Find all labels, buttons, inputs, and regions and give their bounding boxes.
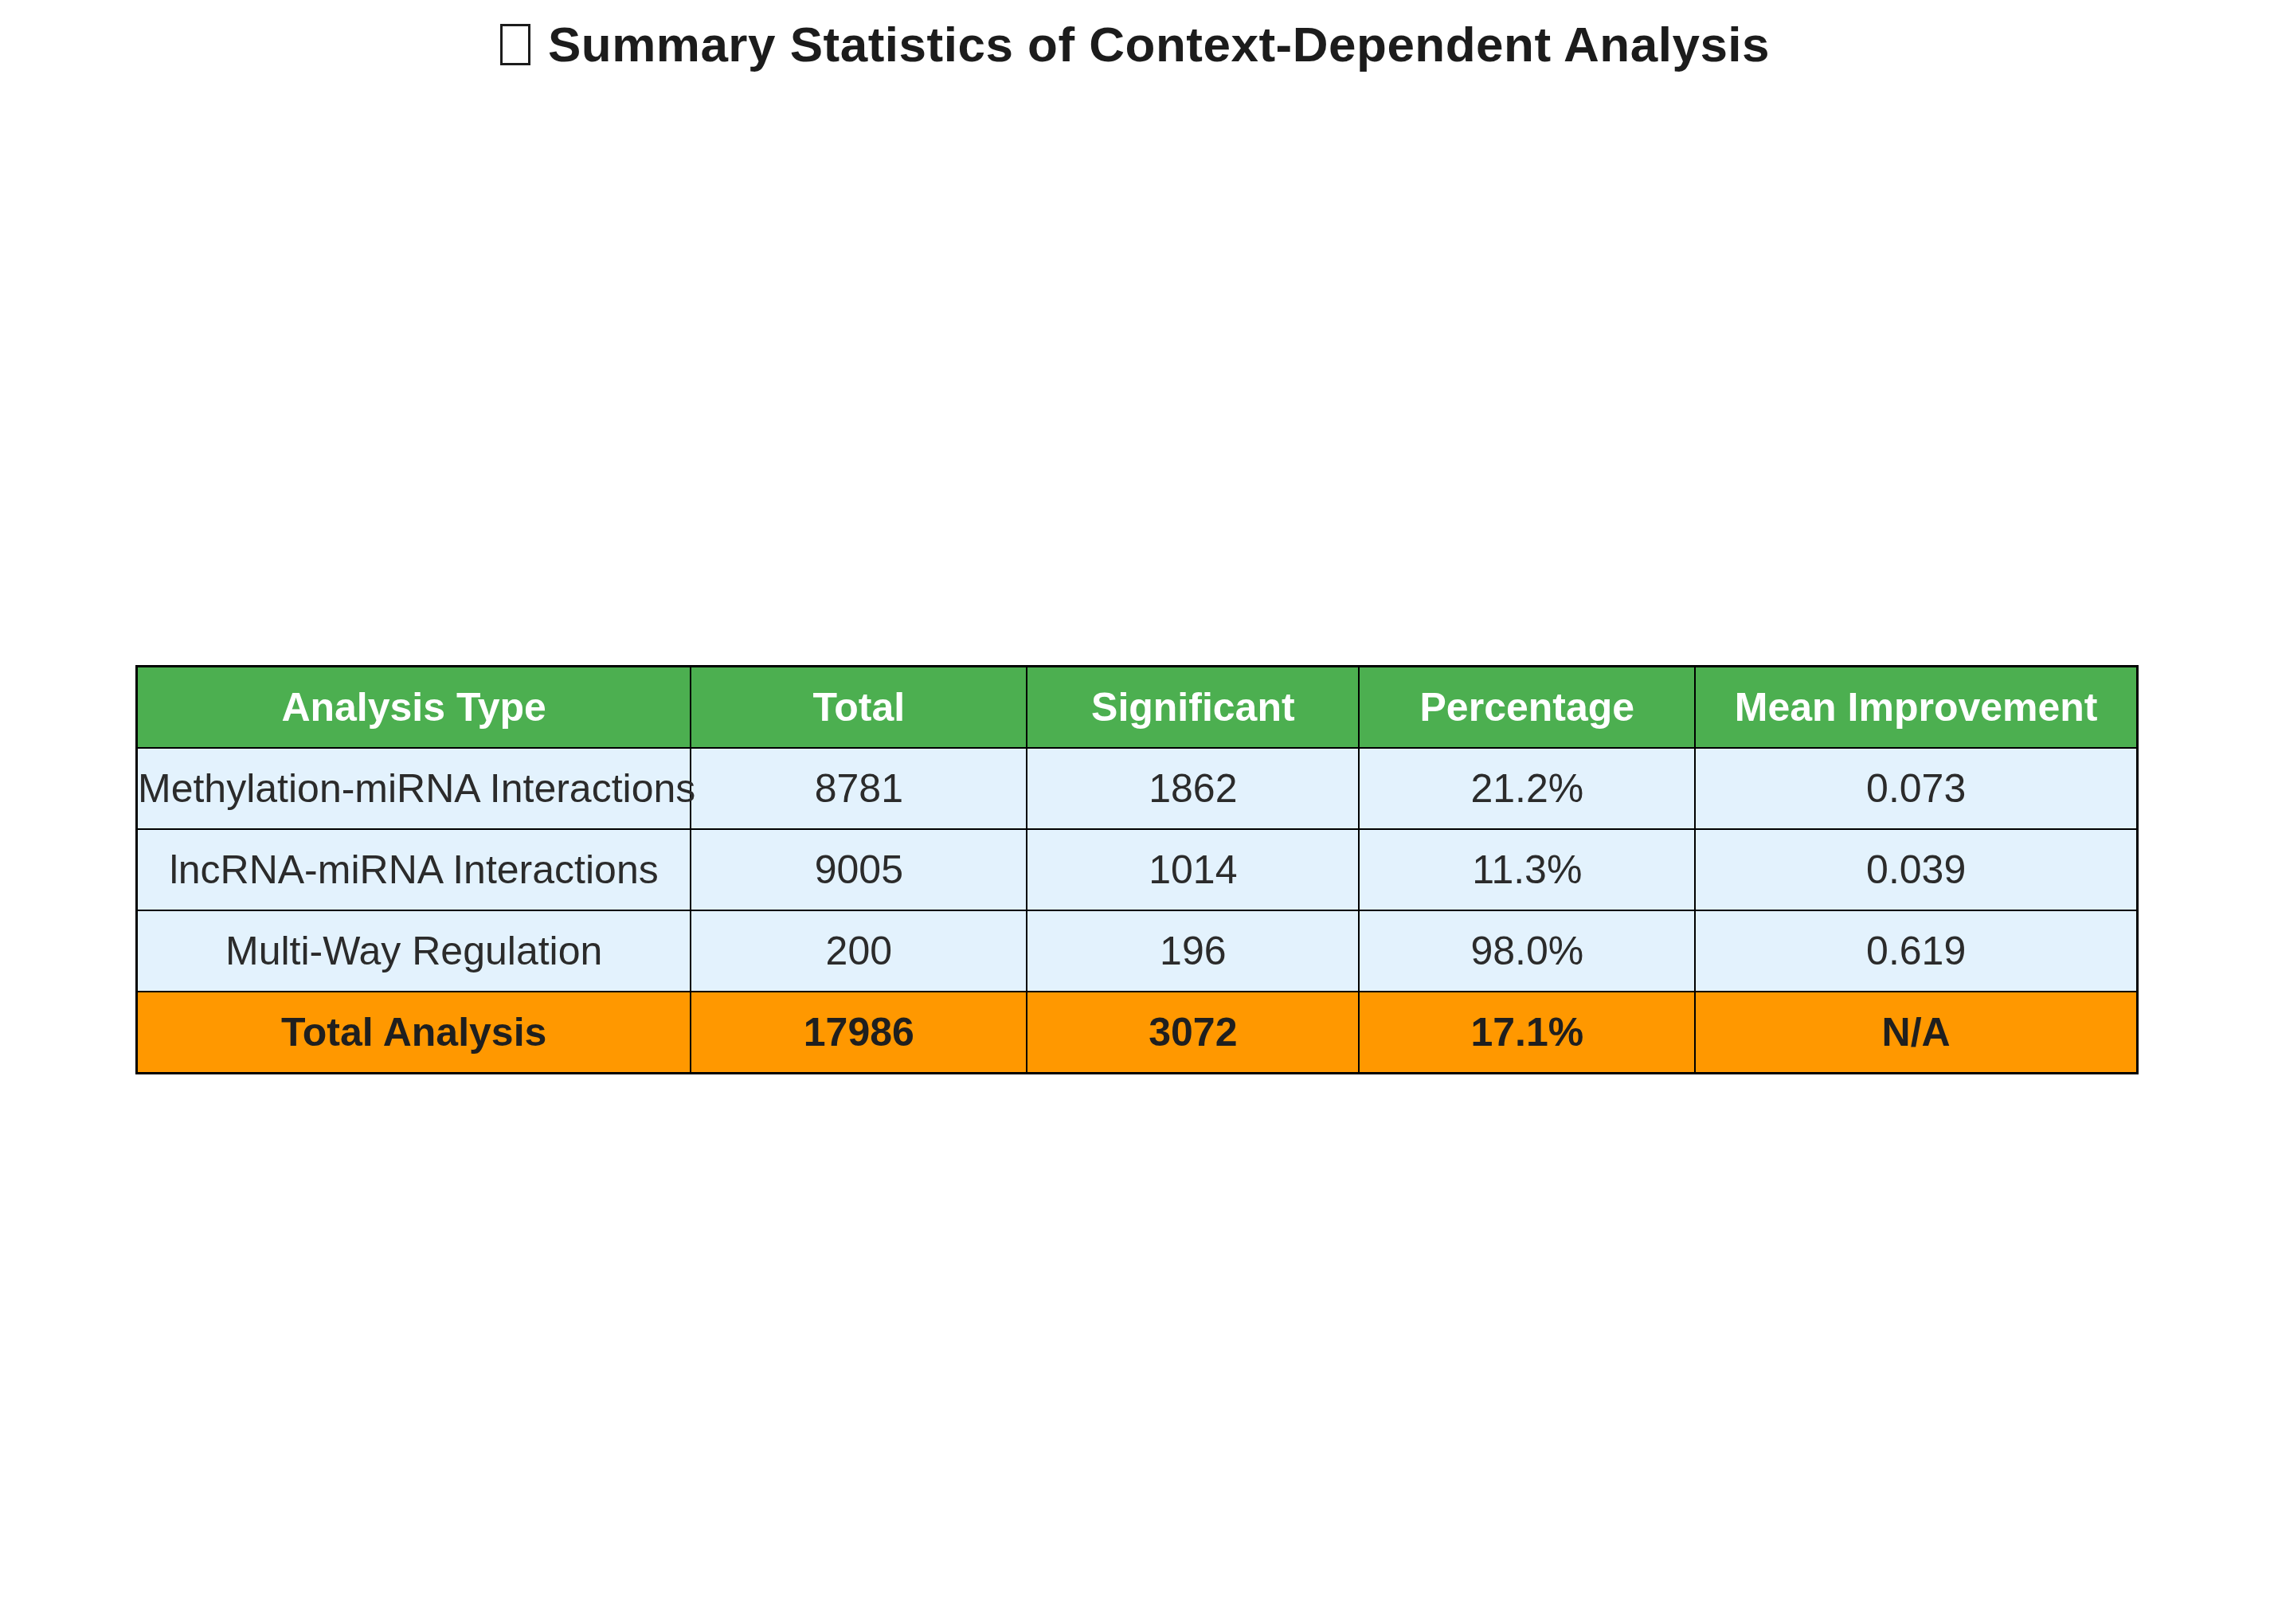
table-cell-percentage: 21.2%	[1359, 748, 1695, 829]
figure-title: Summary Statistics of Context-Dependent …	[0, 16, 2270, 72]
table-cell-total: 17986	[691, 992, 1027, 1074]
table-row-lncrna-mirna: lncRNA-miRNA Interactions 9005 1014 11.3…	[137, 829, 2138, 910]
table-cell-significant: 3072	[1027, 992, 1359, 1074]
table-cell-total: 200	[691, 910, 1027, 992]
summary-statistics-table: Analysis Type Total Significant Percenta…	[135, 665, 2139, 1074]
total-row: Total Analysis 17986 3072 17.1% N/A	[137, 992, 2138, 1074]
column-header-total: Total	[691, 667, 1027, 749]
figure-title-text: Summary Statistics of Context-Dependent …	[548, 17, 1770, 72]
table-cell-analysis-type: Multi-Way Regulation	[137, 910, 691, 992]
column-header-analysis-type: Analysis Type	[137, 667, 691, 749]
header-row: Analysis Type Total Significant Percenta…	[137, 667, 2138, 749]
table-row-multi-way: Multi-Way Regulation 200 196 98.0% 0.619	[137, 910, 2138, 992]
table-cell-analysis-type: lncRNA-miRNA Interactions	[137, 829, 691, 910]
missing-glyph-icon	[500, 24, 530, 65]
column-header-mean-improvement: Mean Improvement	[1695, 667, 2137, 749]
table-cell-analysis-type: Total Analysis	[137, 992, 691, 1074]
table-cell-mean-improvement: 0.619	[1695, 910, 2137, 992]
table-cell-mean-improvement: N/A	[1695, 992, 2137, 1074]
table-cell-mean-improvement: 0.073	[1695, 748, 2137, 829]
table-row-methylation-mirna: Methylation-miRNA Interactions 8781 1862…	[137, 748, 2138, 829]
table-cell-total: 8781	[691, 748, 1027, 829]
column-header-significant: Significant	[1027, 667, 1359, 749]
table-cell-significant: 196	[1027, 910, 1359, 992]
column-header-percentage: Percentage	[1359, 667, 1695, 749]
table-cell-percentage: 98.0%	[1359, 910, 1695, 992]
table-cell-percentage: 11.3%	[1359, 829, 1695, 910]
table-cell-analysis-type: Methylation-miRNA Interactions	[137, 748, 691, 829]
table-cell-total: 9005	[691, 829, 1027, 910]
table-cell-percentage: 17.1%	[1359, 992, 1695, 1074]
table-cell-significant: 1862	[1027, 748, 1359, 829]
table-cell-significant: 1014	[1027, 829, 1359, 910]
table-cell-mean-improvement: 0.039	[1695, 829, 2137, 910]
